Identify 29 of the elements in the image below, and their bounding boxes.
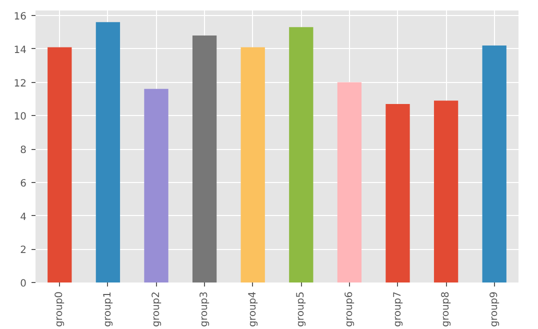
x-tick-label: group4 [247, 292, 258, 327]
x-tick-label: group0 [54, 292, 66, 327]
x-tick-label: group3 [199, 292, 210, 327]
bar [434, 100, 458, 282]
bar [48, 47, 72, 282]
y-tick-label: 10 [14, 112, 27, 123]
y-tick-label: 12 [14, 78, 27, 90]
bar [386, 104, 410, 282]
y-tick-label: 6 [20, 178, 27, 190]
bar [144, 88, 168, 282]
y-tick-label: 4 [20, 212, 27, 223]
bar [96, 22, 120, 282]
bar [192, 36, 217, 282]
y-tick-label: 2 [20, 245, 27, 256]
x-tick-label: group5 [296, 292, 307, 327]
y-tick-label: 0 [20, 278, 27, 290]
x-tick-label: group8 [440, 292, 452, 327]
bar [240, 47, 265, 282]
x-tick-label: group1 [102, 292, 114, 327]
y-tick-label: 8 [20, 145, 27, 156]
y-tick-label: 14 [14, 44, 27, 56]
bar [482, 46, 506, 282]
x-tick-label: group6 [344, 292, 355, 327]
x-tick-label: group9 [488, 292, 500, 327]
y-tick-label: 16 [14, 12, 27, 23]
x-tick-label: group2 [150, 292, 162, 327]
bar [337, 82, 362, 282]
bar [289, 27, 314, 282]
x-tick-label: group7 [392, 292, 404, 327]
